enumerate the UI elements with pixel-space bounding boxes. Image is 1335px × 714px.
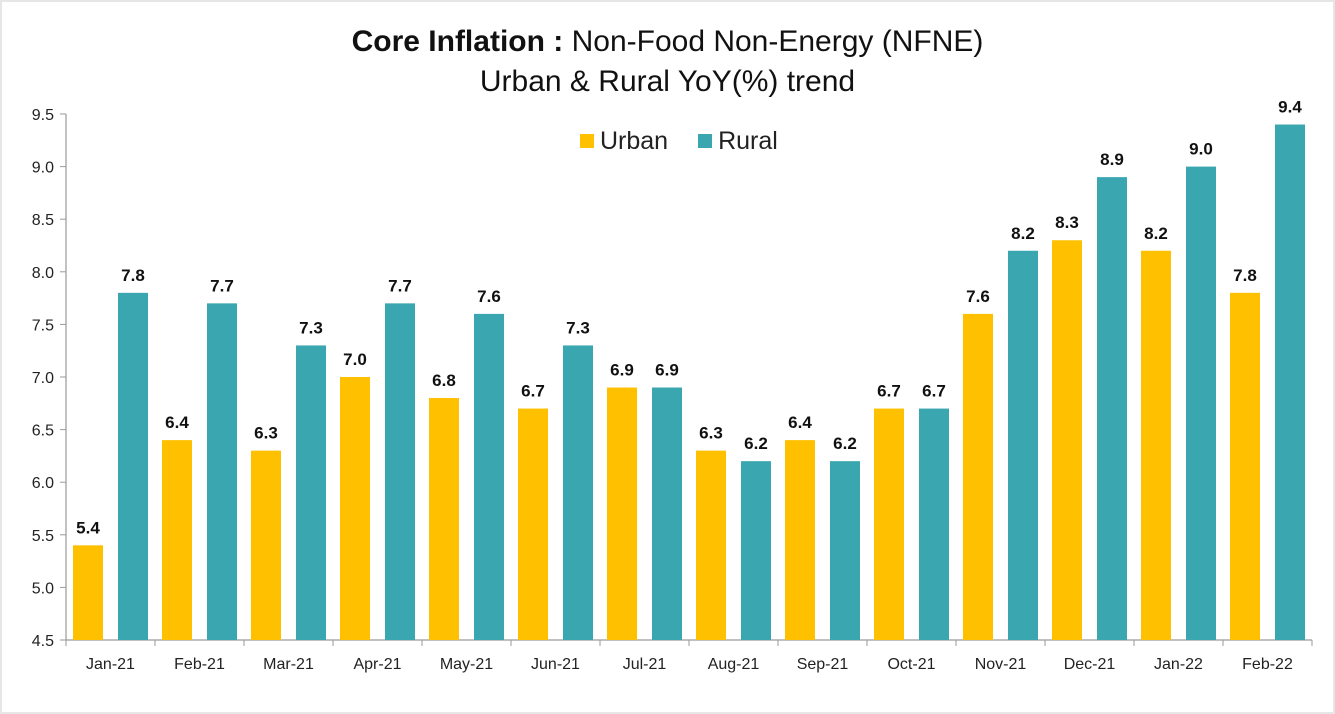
bar-rural bbox=[1275, 124, 1305, 640]
bar-rural bbox=[830, 461, 860, 640]
x-tick-label: Jan-21 bbox=[86, 656, 135, 673]
legend-label-urban: Urban bbox=[600, 126, 669, 155]
bar-urban bbox=[785, 440, 815, 640]
bar-urban bbox=[429, 398, 459, 640]
x-tick-label: Jun-21 bbox=[531, 656, 580, 673]
y-tick-label: 9.0 bbox=[32, 160, 54, 177]
chart-title-rest: Non-Food Non-Energy (NFNE) bbox=[571, 25, 984, 58]
legend-swatch-rural bbox=[698, 134, 713, 148]
bar-urban bbox=[340, 377, 370, 640]
y-tick-label: 7.5 bbox=[32, 317, 54, 334]
bar-urban bbox=[963, 313, 993, 640]
y-tick-label: 5.0 bbox=[32, 580, 54, 597]
data-label-urban: 6.7 bbox=[521, 382, 545, 401]
chart-subtitle: Urban & Rural YoY(%) trend bbox=[479, 65, 856, 98]
legend: Urban Rural bbox=[580, 124, 778, 158]
y-tick-label: 5.5 bbox=[32, 528, 54, 545]
chart-title-bold: Core Inflation : bbox=[351, 25, 564, 58]
data-label-rural: 6.7 bbox=[922, 382, 946, 401]
data-label-urban: 8.3 bbox=[1055, 213, 1079, 232]
x-tick-label: Nov-21 bbox=[975, 656, 1027, 673]
data-label-urban: 6.9 bbox=[610, 361, 634, 380]
data-label-rural: 6.2 bbox=[744, 434, 768, 453]
y-tick-label: 6.0 bbox=[32, 475, 54, 492]
y-tick-label: 6.5 bbox=[32, 423, 54, 440]
bar-rural bbox=[563, 345, 593, 640]
chart-title: Core Inflation : Non-Food Non-Energy (NF… bbox=[0, 22, 1335, 62]
data-label-rural: 9.4 bbox=[1278, 98, 1302, 117]
bar-urban bbox=[1230, 292, 1260, 640]
x-tick-label: Jul-21 bbox=[623, 656, 667, 673]
bar-rural bbox=[652, 387, 682, 640]
y-tick-label: 8.0 bbox=[32, 265, 54, 282]
x-tick-label: May-21 bbox=[440, 656, 493, 673]
x-tick-label: Oct-21 bbox=[887, 656, 935, 673]
data-label-rural: 6.2 bbox=[833, 434, 857, 453]
bar-urban bbox=[696, 450, 726, 640]
legend-swatch-urban bbox=[580, 134, 594, 148]
bar-rural bbox=[1186, 166, 1216, 640]
data-label-urban: 6.7 bbox=[877, 382, 901, 401]
x-tick-label: Sep-21 bbox=[797, 656, 849, 673]
data-label-rural: 7.3 bbox=[299, 318, 323, 337]
bar-urban bbox=[874, 408, 904, 640]
bar-urban bbox=[518, 408, 548, 640]
data-label-rural: 8.9 bbox=[1100, 150, 1124, 169]
bar-rural bbox=[1008, 250, 1038, 640]
bar-rural bbox=[296, 345, 326, 640]
legend-item-rural: Rural bbox=[698, 127, 778, 156]
legend-item-urban: Urban bbox=[580, 127, 668, 156]
x-tick-label: Feb-21 bbox=[174, 656, 225, 673]
data-label-rural: 6.9 bbox=[655, 361, 679, 380]
data-label-urban: 6.3 bbox=[699, 424, 723, 443]
data-label-rural: 7.7 bbox=[210, 276, 234, 295]
data-label-urban: 7.6 bbox=[966, 287, 990, 306]
bar-rural bbox=[118, 292, 148, 640]
y-tick-label: 9.5 bbox=[32, 107, 54, 124]
bar-urban bbox=[607, 387, 637, 640]
bar-rural bbox=[207, 303, 237, 640]
data-label-urban: 7.0 bbox=[343, 350, 367, 369]
data-label-urban: 6.4 bbox=[788, 413, 812, 432]
bar-urban bbox=[162, 440, 192, 640]
data-label-rural: 7.3 bbox=[566, 318, 590, 337]
y-tick-label: 4.5 bbox=[32, 633, 54, 650]
x-tick-label: Feb-22 bbox=[1242, 656, 1293, 673]
x-tick-label: Mar-21 bbox=[263, 656, 314, 673]
y-tick-label: 8.5 bbox=[32, 212, 54, 229]
data-label-rural: 7.7 bbox=[388, 276, 412, 295]
x-tick-label: Apr-21 bbox=[353, 656, 401, 673]
data-label-rural: 7.8 bbox=[121, 266, 145, 285]
data-label-rural: 8.2 bbox=[1011, 224, 1035, 243]
data-label-urban: 8.2 bbox=[1144, 224, 1168, 243]
data-label-urban: 6.3 bbox=[254, 424, 278, 443]
legend-label-rural: Rural bbox=[718, 126, 778, 155]
bar-urban bbox=[1052, 240, 1082, 641]
bar-rural bbox=[474, 313, 504, 640]
x-tick-label: Aug-21 bbox=[708, 656, 760, 673]
data-label-urban: 7.8 bbox=[1233, 266, 1257, 285]
bar-urban bbox=[251, 450, 281, 640]
bar-rural bbox=[919, 408, 949, 640]
data-label-urban: 6.4 bbox=[165, 413, 189, 432]
data-label-urban: 6.8 bbox=[432, 371, 456, 390]
data-label-urban: 5.4 bbox=[76, 518, 100, 537]
x-tick-label: Dec-21 bbox=[1064, 656, 1116, 673]
bar-rural bbox=[1097, 177, 1127, 640]
bar-rural bbox=[741, 461, 771, 640]
data-label-rural: 7.6 bbox=[477, 287, 501, 306]
x-tick-label: Jan-22 bbox=[1154, 656, 1203, 673]
data-label-rural: 9.0 bbox=[1189, 140, 1213, 159]
bar-urban bbox=[1141, 250, 1171, 640]
bar-urban bbox=[73, 545, 103, 640]
bar-rural bbox=[385, 303, 415, 640]
y-tick-label: 7.0 bbox=[32, 370, 54, 387]
